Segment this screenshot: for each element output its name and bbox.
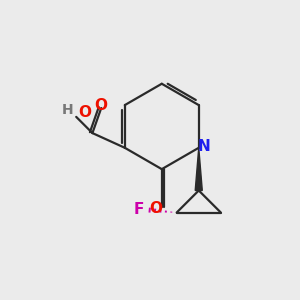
Text: O: O — [95, 98, 108, 112]
Text: O: O — [78, 105, 91, 120]
Text: H: H — [62, 103, 74, 117]
Polygon shape — [195, 148, 202, 190]
Text: F: F — [133, 202, 144, 217]
Text: N: N — [198, 139, 210, 154]
Text: O: O — [149, 201, 162, 216]
